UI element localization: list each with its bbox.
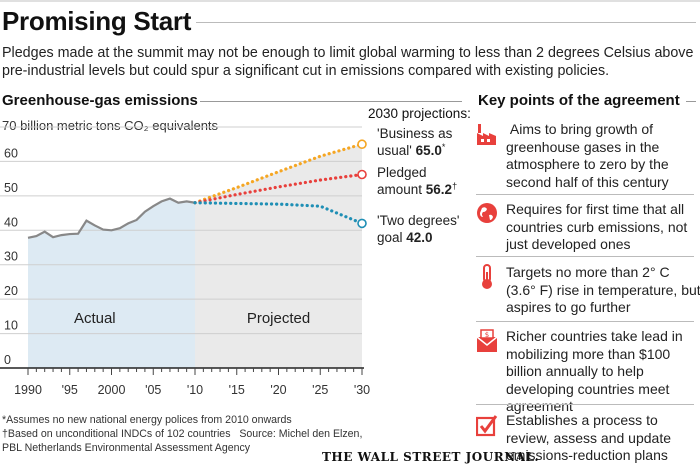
publisher-logo: THE WALL STREET JOURNAL. (322, 450, 540, 464)
page-title: Promising Start (2, 6, 192, 36)
divider (476, 321, 694, 322)
x-tick-label: '30 (354, 383, 370, 397)
x-tick-label: '05 (145, 383, 161, 397)
key-point-2: Requires for first time that all countri… (476, 201, 700, 256)
x-tick-label: '95 (62, 383, 78, 397)
emissions-chart: 0 10 20 30 40 50 60 1990 '95 2000 '05 '10 '15 '20 '25 '… (0, 126, 459, 397)
series-line-2 (193, 172, 364, 205)
annotation-line: goal (377, 230, 406, 245)
top-border (0, 0, 700, 2)
y-tick-label: 60 (4, 146, 18, 160)
key-points-heading: Key points of the agreement (478, 92, 680, 109)
svg-text:$: $ (485, 331, 489, 339)
annotation-line: usual' (377, 143, 416, 158)
annotation-footnote-marker: † (452, 181, 457, 191)
series-line-1 (193, 142, 364, 205)
key-point-3: Targets no more than 2° C (3.6° F) rise … (476, 264, 700, 319)
x-tick-label: 1990 (14, 383, 42, 397)
annotation-footnote-marker: * (442, 142, 446, 152)
projections-heading: 2030 projections: (368, 106, 471, 121)
factory-icon (477, 124, 496, 145)
globe-icon (477, 203, 497, 223)
annotation-line: amount (377, 182, 426, 197)
chart-heading: Greenhouse-gas emissions (2, 92, 198, 109)
divider (476, 194, 694, 195)
y-tick-label: 0 (4, 353, 11, 367)
unit-label: 70 billion metric tons CO₂ equivalents (2, 118, 219, 133)
key-point-4: $ Richer countries take lead in mobilizi… (476, 328, 700, 414)
projected-area (195, 144, 362, 368)
title-divider (196, 22, 696, 23)
y-tick-label: 30 (4, 250, 18, 264)
x-tick-label: '20 (270, 383, 286, 397)
x-tick-label: '15 (229, 383, 245, 397)
x-tick-label: 2000 (98, 383, 126, 397)
divider (476, 256, 694, 257)
key-point-text: Aims to bring growth of greenhouse gases… (506, 121, 669, 190)
actual-area (28, 198, 195, 368)
annotation-line: 'Two degrees' (377, 213, 459, 228)
annotation-line: 'Business as (377, 126, 453, 141)
region-label-actual: Actual (74, 310, 116, 327)
footnotes: *Assumes no new national energy polices … (2, 413, 362, 455)
key-points-heading-rule (686, 101, 696, 102)
footnote-line: †Based on unconditional INDCs of 102 cou… (2, 428, 363, 440)
annotation-value: 42.0 (406, 230, 432, 245)
thermometer-icon (482, 264, 492, 289)
annotation-line: Pledged (377, 165, 427, 180)
key-point-text: Targets no more than 2° C (3.6° F) rise … (506, 264, 700, 316)
annotation-value: 65.0 (416, 143, 442, 158)
series-annotation: 'Business as usual' 65.0* (377, 126, 453, 158)
series-end-marker (357, 139, 367, 150)
key-point-text: Requires for first time that all countri… (506, 201, 688, 253)
x-tick-label: '25 (312, 383, 328, 397)
y-tick-label: 10 (4, 319, 18, 333)
y-tick-label: 40 (4, 215, 18, 229)
series-line-0 (27, 197, 196, 239)
series-end-marker (357, 169, 367, 180)
chart-heading-rule (200, 101, 462, 102)
subtitle: Pledges made at the summit may not be en… (2, 45, 694, 79)
key-point-1: Aims to bring growth of greenhouse gases… (476, 121, 700, 191)
region-label-projected: Projected (247, 310, 310, 327)
annotation-value: 56.2 (426, 182, 452, 197)
series-end-marker (357, 218, 367, 229)
series-annotation: Pledged amount 56.2† (377, 165, 457, 197)
x-tick-label: '10 (187, 383, 203, 397)
key-point-text: Establishes a process to review, assess … (506, 412, 671, 464)
key-point-5: Establishes a process to review, assess … (476, 412, 700, 467)
y-tick-label: 50 (4, 181, 18, 195)
series-annotation: 'Two degrees' goal 42.0 (377, 213, 459, 245)
key-point-text: Richer countries take lead in mobilizing… (506, 328, 683, 415)
checkbox-icon (476, 415, 498, 437)
footnote-line: *Assumes no new national energy polices … (2, 414, 292, 426)
y-tick-label: 20 (4, 284, 18, 298)
money-envelope-icon: $ (476, 329, 498, 352)
footnote-line: PBL Netherlands Environmental Assessment… (2, 442, 251, 454)
divider (476, 404, 694, 405)
